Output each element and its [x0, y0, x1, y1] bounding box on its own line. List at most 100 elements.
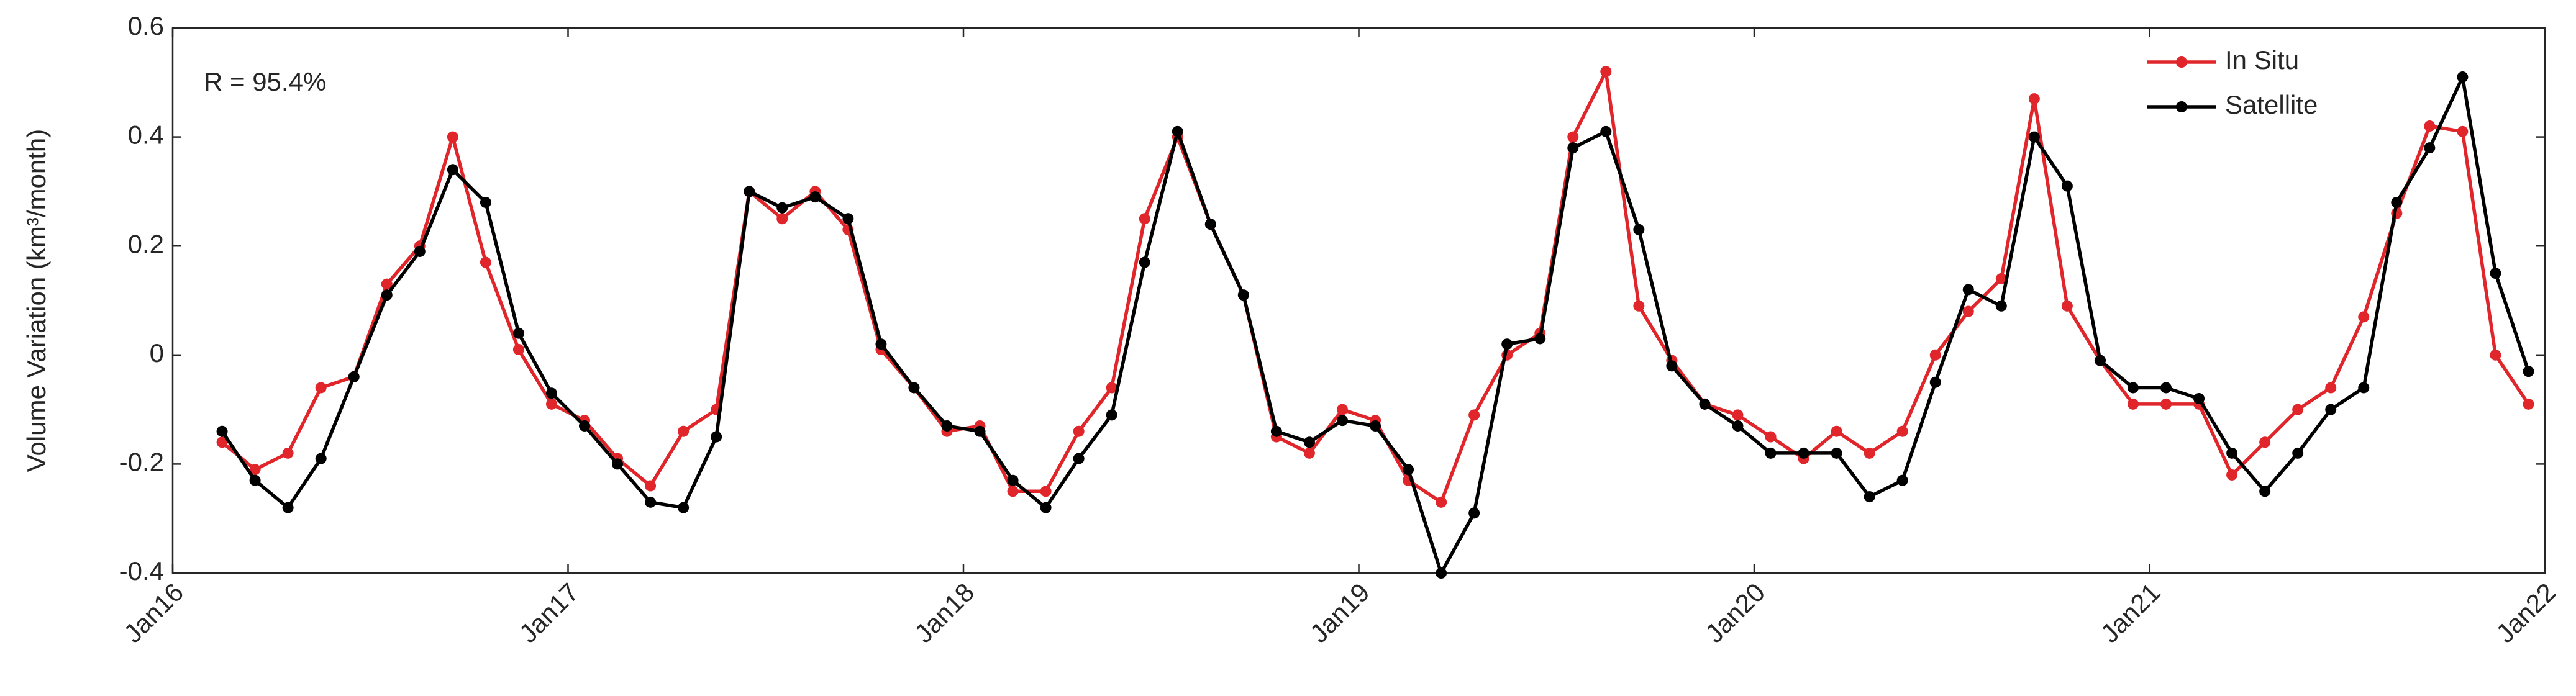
data-point: [2127, 382, 2139, 394]
data-point: [1962, 284, 1974, 296]
data-point: [2457, 125, 2469, 137]
data-point: [645, 496, 657, 508]
data-point: [1106, 382, 1117, 394]
data-point: [1600, 125, 1612, 137]
data-point: [2424, 120, 2436, 132]
data-point: [1534, 333, 1546, 345]
data-point: [2292, 447, 2304, 459]
data-point: [1798, 447, 1809, 459]
data-point: [1896, 425, 1908, 437]
data-point: [1468, 409, 1480, 421]
data-point: [1732, 420, 1744, 432]
data-point: [480, 256, 491, 268]
data-point: [1204, 219, 1216, 230]
data-point: [1831, 425, 1842, 437]
data-point: [678, 502, 690, 513]
data-point: [2193, 393, 2205, 405]
data-point: [1732, 409, 1744, 421]
data-point: [1436, 496, 1447, 508]
data-point: [1896, 474, 1908, 486]
data-point: [249, 464, 261, 476]
data-point: [776, 202, 788, 214]
data-point: [1270, 425, 1282, 437]
data-point: [447, 131, 458, 143]
data-point: [1567, 142, 1579, 154]
data-point: [1139, 256, 1150, 268]
data-point: [2523, 366, 2534, 377]
data-point: [2292, 404, 2304, 415]
data-point: [2490, 349, 2501, 361]
data-point: [545, 387, 557, 399]
data-point: [1436, 567, 1447, 579]
annotation: R = 95.4%: [204, 67, 326, 96]
data-point: [579, 420, 591, 432]
y-axis-label: Volume Variation (km³/month): [22, 129, 51, 472]
data-point: [1864, 447, 1875, 459]
data-point: [612, 458, 624, 470]
data-point: [1139, 213, 1150, 225]
data-point: [974, 425, 986, 437]
data-point: [2325, 382, 2337, 394]
data-point: [1929, 349, 1941, 361]
data-point: [2226, 447, 2238, 459]
data-point: [2028, 93, 2040, 105]
data-point: [1666, 360, 1678, 372]
data-point: [941, 420, 953, 432]
data-point: [1501, 338, 1513, 350]
legend-label: In Situ: [2225, 45, 2299, 75]
data-point: [2259, 486, 2271, 497]
data-point: [1567, 131, 1579, 143]
data-point: [1995, 273, 2007, 284]
data-point: [447, 164, 458, 176]
data-point: [216, 425, 228, 437]
data-point: [348, 371, 360, 382]
data-point: [2358, 382, 2370, 394]
data-point: [1106, 409, 1117, 421]
data-point: [1303, 436, 1315, 448]
data-point: [1765, 431, 1777, 443]
data-point: [1007, 474, 1019, 486]
data-point: [216, 436, 228, 448]
data-point: [1699, 398, 1711, 410]
data-point: [678, 425, 690, 437]
data-point: [1468, 507, 1480, 519]
data-point: [908, 382, 920, 394]
data-point: [2028, 131, 2040, 143]
data-point: [776, 213, 788, 225]
data-point: [414, 245, 426, 257]
data-point: [2160, 382, 2172, 394]
data-point: [2259, 436, 2271, 448]
data-point: [2127, 398, 2139, 410]
data-point: [2160, 398, 2172, 410]
y-tick-label: 0.2: [128, 229, 164, 258]
data-point: [480, 196, 491, 208]
data-point: [1336, 415, 1348, 427]
data-point: [315, 453, 327, 464]
data-point: [1600, 66, 1612, 78]
data-point: [1007, 486, 1019, 497]
data-point: [282, 502, 294, 513]
data-point: [1237, 289, 1249, 301]
data-point: [645, 480, 657, 492]
data-point: [1962, 305, 1974, 317]
data-point: [1040, 486, 1052, 497]
data-point: [381, 278, 393, 290]
data-point: [249, 474, 261, 486]
data-point: [315, 382, 327, 394]
data-point: [1336, 404, 1348, 415]
data-point: [2325, 404, 2337, 415]
data-point: [1929, 376, 1941, 388]
data-point: [2061, 300, 2073, 312]
data-point: [1864, 491, 1875, 503]
data-point: [1073, 425, 1085, 437]
data-point: [1172, 125, 1183, 137]
data-point: [1831, 447, 1842, 459]
data-point: [875, 338, 887, 350]
y-tick-label: 0.6: [128, 11, 164, 40]
data-point: [2391, 196, 2403, 208]
data-point: [1633, 300, 1645, 312]
y-tick-label: -0.2: [119, 447, 164, 476]
data-point: [2490, 268, 2501, 279]
